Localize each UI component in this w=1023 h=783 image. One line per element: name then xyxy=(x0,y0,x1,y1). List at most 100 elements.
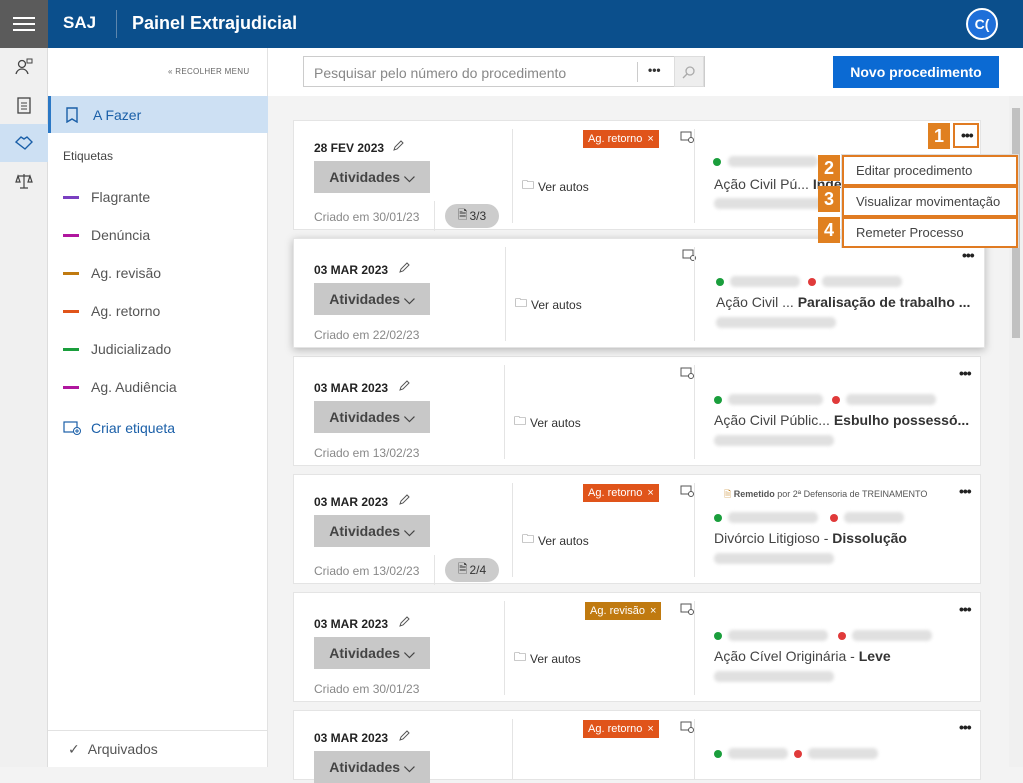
handshake-icon[interactable] xyxy=(0,124,48,162)
sidebar: « RECOLHER MENU A Fazer Etiquetas Flagra… xyxy=(48,48,268,767)
person-icon[interactable] xyxy=(0,48,48,86)
scales-icon[interactable] xyxy=(0,162,48,200)
chevron-down-icon: ⌵ xyxy=(404,522,415,539)
document-icon: 🗎 xyxy=(724,489,732,499)
tag-ag-retorno[interactable]: Ag. retorno xyxy=(63,301,160,321)
search-input[interactable]: Pesquisar pelo número do procedimento ••… xyxy=(303,56,705,87)
remit-process-item[interactable]: Remeter Processo xyxy=(842,217,1018,248)
more-button[interactable]: ••• xyxy=(959,365,972,381)
step-number: 4 xyxy=(818,217,840,243)
procedure-card[interactable]: 03 MAR 2023 Atividades ⌵ Criado em 30/01/… xyxy=(293,592,981,702)
view-records-link[interactable]: 🗀 Ver autos xyxy=(514,648,581,669)
procedure-card[interactable]: 03 MAR 2023 Atividades ⌵ Criado em 22/02/… xyxy=(293,238,985,348)
view-records-link[interactable]: 🗀 Ver autos xyxy=(514,412,581,433)
brand: SAJ xyxy=(63,13,97,32)
tag-add-icon xyxy=(680,367,694,379)
more-button[interactable]: ••• xyxy=(961,127,974,143)
tag-color xyxy=(63,233,79,237)
more-options-button[interactable]: ••• xyxy=(648,63,661,77)
edit-icon xyxy=(399,616,410,627)
close-icon: × xyxy=(647,133,654,145)
labels-heading: Etiquetas xyxy=(63,149,114,163)
edit-icon xyxy=(399,730,410,741)
menu-icon[interactable] xyxy=(0,0,48,48)
status-badge[interactable]: Ag. retorno × xyxy=(583,720,659,738)
edit-icon xyxy=(399,494,410,505)
procedure-card[interactable]: 03 MAR 2023 Atividades ⌵ Ag. retorno × ••• xyxy=(293,710,981,783)
tag-color xyxy=(63,195,79,199)
procedure-title: Divórcio Litigioso - Dissolução xyxy=(714,530,907,546)
status-badge[interactable]: Ag. retorno × xyxy=(583,130,659,148)
activities-button[interactable]: Atividades ⌵ xyxy=(314,515,430,547)
activities-button[interactable]: Atividades ⌵ xyxy=(314,401,430,433)
tag-color xyxy=(63,271,79,275)
archived-item[interactable]: ✓ Arquivados xyxy=(48,730,268,767)
close-icon: × xyxy=(650,605,657,617)
folder-icon: 🗀 xyxy=(514,414,527,428)
search-button[interactable] xyxy=(674,56,704,87)
edit-icon xyxy=(399,380,410,391)
procedure-card[interactable]: 03 MAR 2023 Atividades ⌵ Criado em 13/02/… xyxy=(293,356,981,466)
view-records-link[interactable]: 🗀 Ver autos xyxy=(522,176,589,197)
edit-procedure-item[interactable]: Editar procedimento xyxy=(842,155,1018,186)
toolbar: Pesquisar pelo número do procedimento ••… xyxy=(268,48,1023,96)
close-icon: × xyxy=(647,487,654,499)
tag-color xyxy=(63,385,79,389)
more-button[interactable]: ••• xyxy=(959,601,972,617)
activities-button[interactable]: Atividades ⌵ xyxy=(314,161,430,193)
chevron-down-icon: ⌵ xyxy=(404,290,415,307)
folder-icon: 🗀 xyxy=(522,178,535,192)
clipboard-icon[interactable] xyxy=(0,86,48,124)
tag-ag-revisao[interactable]: Ag. revisão xyxy=(63,263,161,283)
edit-icon xyxy=(393,140,404,151)
folder-icon: 🗀 xyxy=(514,650,527,664)
bookmark-icon xyxy=(66,106,78,123)
view-records-link[interactable]: 🗀 Ver autos xyxy=(522,530,589,551)
sidebar-item-label: A Fazer xyxy=(93,106,142,123)
status-badge[interactable]: Ag. revisão × xyxy=(585,602,662,620)
divider xyxy=(116,10,117,38)
tag-add-icon xyxy=(63,421,81,435)
folder-icon: 🗀 xyxy=(522,532,535,546)
status-badge[interactable]: Ag. retorno × xyxy=(583,484,659,502)
view-movement-item[interactable]: Visualizar movimentação xyxy=(842,186,1018,217)
chevron-down-icon: ⌵ xyxy=(404,758,415,775)
chevron-down-icon: ⌵ xyxy=(404,644,415,661)
more-button[interactable]: ••• xyxy=(959,719,972,735)
document-icon: 🗎 xyxy=(457,207,468,222)
tag-color xyxy=(63,347,79,351)
folder-icon: 🗀 xyxy=(515,296,528,310)
app-title: Painel Extrajudicial xyxy=(132,13,298,33)
procedure-card[interactable]: 03 MAR 2023 Atividades ⌵ Criado em 13/02/… xyxy=(293,474,981,585)
chevron-down-icon: ⌵ xyxy=(404,408,415,425)
tag-add-icon xyxy=(680,603,694,615)
tag-judicializado[interactable]: Judicializado xyxy=(63,339,171,359)
more-button[interactable]: ••• xyxy=(962,247,975,263)
create-label-button[interactable]: Criar etiqueta xyxy=(63,420,175,436)
more-button[interactable]: ••• xyxy=(959,483,972,499)
chevron-down-icon: ⌵ xyxy=(404,168,415,185)
remitted-info: 🗎 Remetido por 2ª Defensoria de TREINAME… xyxy=(724,489,928,499)
context-menu: Editar procedimento Visualizar movimenta… xyxy=(841,154,1019,248)
edit-icon xyxy=(399,262,410,273)
tag-color xyxy=(63,309,79,313)
activities-button[interactable]: Atividades ⌵ xyxy=(314,637,430,669)
collapse-menu-button[interactable]: « RECOLHER MENU xyxy=(168,67,250,76)
view-records-link[interactable]: 🗀 Ver autos xyxy=(515,294,582,315)
step-number: 2 xyxy=(818,155,840,181)
icon-rail xyxy=(0,48,48,767)
step-number: 3 xyxy=(818,186,840,212)
sidebar-item-a-fazer[interactable]: A Fazer xyxy=(48,96,268,133)
new-procedure-button[interactable]: Novo procedimento xyxy=(833,56,999,88)
activities-button[interactable]: Atividades ⌵ xyxy=(314,751,430,783)
check-icon: ✓ xyxy=(68,740,80,757)
activities-button[interactable]: Atividades ⌵ xyxy=(314,283,430,315)
avatar[interactable]: C( xyxy=(966,8,998,40)
tag-add-icon xyxy=(680,721,694,733)
highlight-box xyxy=(953,123,979,148)
document-icon: 🗎 xyxy=(457,561,468,576)
tag-denuncia[interactable]: Denúncia xyxy=(63,225,150,245)
tag-flagrante[interactable]: Flagrante xyxy=(63,187,150,207)
tag-add-icon xyxy=(680,131,694,143)
tag-ag-audiencia[interactable]: Ag. Audiência xyxy=(63,377,177,397)
